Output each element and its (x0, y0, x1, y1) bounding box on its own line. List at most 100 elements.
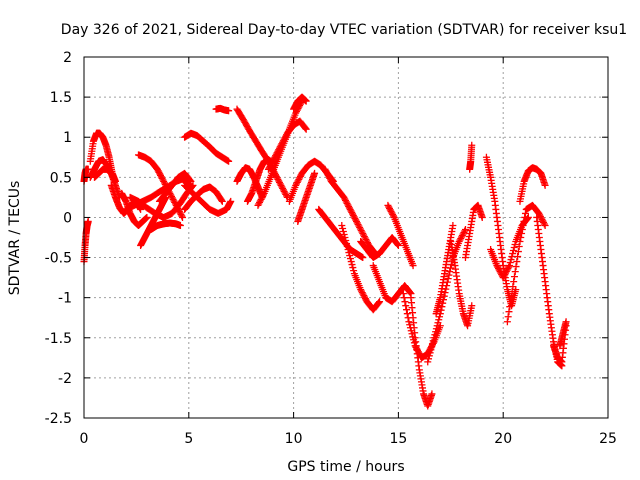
data-point (521, 209, 529, 217)
data-point (512, 263, 520, 271)
series-arc-25 (294, 169, 319, 225)
data-point (425, 355, 433, 363)
data-point (355, 222, 363, 230)
series-arc-39 (482, 153, 520, 310)
data-point (346, 252, 354, 260)
data-point (346, 255, 354, 263)
data-point (357, 226, 365, 234)
data-point (425, 352, 433, 360)
data-point (170, 197, 178, 205)
plot-frame (83, 56, 609, 419)
data-point (189, 181, 197, 189)
series-arc-05 (90, 165, 119, 185)
data-point (296, 172, 304, 180)
data-point (275, 144, 283, 152)
data-point (424, 358, 432, 366)
data-point (499, 274, 507, 282)
x-tick-label: 0 (80, 431, 89, 447)
data-point (517, 234, 525, 241)
data-point (274, 147, 282, 155)
data-point (518, 229, 526, 237)
data-point (256, 197, 264, 205)
data-point (458, 231, 466, 239)
data-point (254, 201, 262, 209)
data-point (389, 210, 397, 218)
data-point (435, 316, 443, 324)
data-point (507, 293, 515, 301)
data-point (274, 175, 282, 183)
y-tick-label: 1.5 (50, 90, 72, 106)
data-point (361, 293, 369, 301)
data-point (176, 221, 184, 229)
data-point (338, 221, 346, 229)
data-point (538, 215, 546, 223)
data-point (430, 334, 438, 342)
data-point (357, 287, 365, 295)
data-point (403, 306, 411, 314)
data-point (409, 262, 417, 270)
data-point (521, 213, 529, 221)
data-point (277, 181, 285, 189)
data-point (227, 197, 235, 205)
series-arc-27 (315, 205, 367, 262)
data-point (349, 210, 357, 218)
data-point (218, 196, 226, 204)
data-point (376, 298, 384, 306)
series-arc-12 (147, 219, 184, 233)
data-point (157, 173, 165, 181)
y-axis-label: SDTVAR / TECUs (7, 181, 23, 296)
axis-layer: 0 5 10 15 20 25 -2.5 -2 -1.5 -1 -0.5 0 0.5 1 1.5 2 (45, 50, 617, 447)
data-point (458, 233, 466, 241)
data-point (518, 225, 526, 233)
data-point (323, 170, 331, 178)
series-arc-14 (181, 181, 235, 217)
data-point (385, 203, 393, 211)
data-point (293, 178, 301, 186)
data-point (347, 207, 355, 215)
series-arc-17 (212, 104, 233, 115)
data-point (399, 290, 407, 298)
series-arc-13 (155, 169, 195, 205)
data-point (356, 225, 364, 233)
data-point (514, 248, 522, 256)
data-point (438, 303, 446, 311)
data-point (292, 109, 300, 117)
data-point (341, 195, 349, 203)
data-point (259, 191, 267, 199)
data-point (506, 259, 514, 267)
data-point (187, 177, 195, 185)
data-point (176, 209, 184, 217)
data-point (363, 237, 371, 245)
data-point (461, 225, 469, 233)
data-point (218, 197, 226, 205)
series-arc-42 (516, 164, 549, 205)
data-point (399, 286, 407, 294)
data-point (352, 217, 360, 225)
data-point (360, 231, 368, 239)
data-point (507, 256, 515, 264)
data-point (428, 340, 436, 348)
data-point (358, 289, 366, 297)
data-point (345, 204, 353, 212)
data-point (440, 292, 448, 300)
data-point (349, 264, 357, 272)
data-point (275, 177, 283, 185)
data-point (278, 140, 286, 148)
data-point (276, 143, 284, 151)
x-tick-label: 20 (494, 431, 512, 447)
series-arc-16 (181, 129, 233, 165)
data-point (509, 250, 517, 258)
data-point (361, 234, 369, 242)
data-point (168, 194, 176, 202)
marks-layer (80, 93, 570, 410)
data-point (406, 321, 414, 329)
data-point (358, 228, 366, 236)
data-point (445, 271, 453, 279)
data-point (321, 165, 329, 173)
data-point (301, 124, 309, 132)
data-point (502, 268, 510, 276)
data-point (387, 207, 395, 215)
data-point (268, 158, 276, 166)
data-point (520, 217, 528, 225)
